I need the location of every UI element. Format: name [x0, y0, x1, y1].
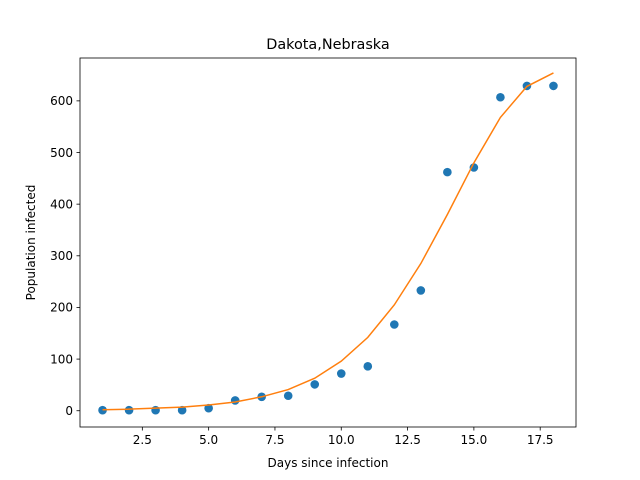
- data-point: [336, 369, 346, 378]
- y-tick-label: 200: [50, 301, 73, 315]
- data-point: [124, 405, 134, 415]
- x-tick-label: 10.0: [328, 433, 355, 447]
- axes-frame: [79, 57, 577, 428]
- plot-area: [98, 72, 558, 415]
- x-tick-label: 7.5: [265, 433, 284, 447]
- y-tick-label: 300: [50, 249, 73, 263]
- data-point: [469, 163, 479, 172]
- x-tick-label: 5.0: [199, 433, 218, 447]
- data-point: [283, 391, 293, 401]
- data-point: [496, 92, 505, 102]
- x-axis-label: Days since infection: [268, 456, 389, 470]
- fit-line: [102, 72, 554, 411]
- data-point: [443, 167, 452, 177]
- y-axis: 0 100 200 300 400 500 600: [50, 94, 80, 418]
- data-point: [390, 320, 399, 329]
- data-point: [230, 396, 240, 405]
- data-point: [151, 405, 160, 415]
- data-point: [363, 362, 373, 371]
- x-tick-label: 12.5: [394, 433, 421, 447]
- x-tick-label: 2.5: [133, 433, 152, 447]
- y-axis-label: Population infected: [24, 185, 38, 301]
- x-axis: 2.5 5.0 7.5 10.0 12.5 15.0 17.5: [133, 427, 554, 447]
- y-tick-label: 600: [50, 94, 73, 108]
- data-point: [177, 405, 187, 415]
- y-tick-label: 400: [50, 197, 73, 211]
- y-tick-label: 0: [65, 404, 73, 418]
- data-point: [98, 405, 107, 415]
- x-tick-label: 15.0: [461, 433, 488, 447]
- data-point: [416, 286, 426, 295]
- data-point: [310, 380, 320, 389]
- chart-title: Dakota,Nebraska: [266, 37, 389, 53]
- x-tick-label: 17.5: [527, 433, 554, 447]
- data-point: [549, 81, 558, 91]
- data-point: [204, 403, 213, 413]
- y-tick-label: 500: [50, 146, 73, 160]
- y-tick-label: 100: [50, 352, 73, 366]
